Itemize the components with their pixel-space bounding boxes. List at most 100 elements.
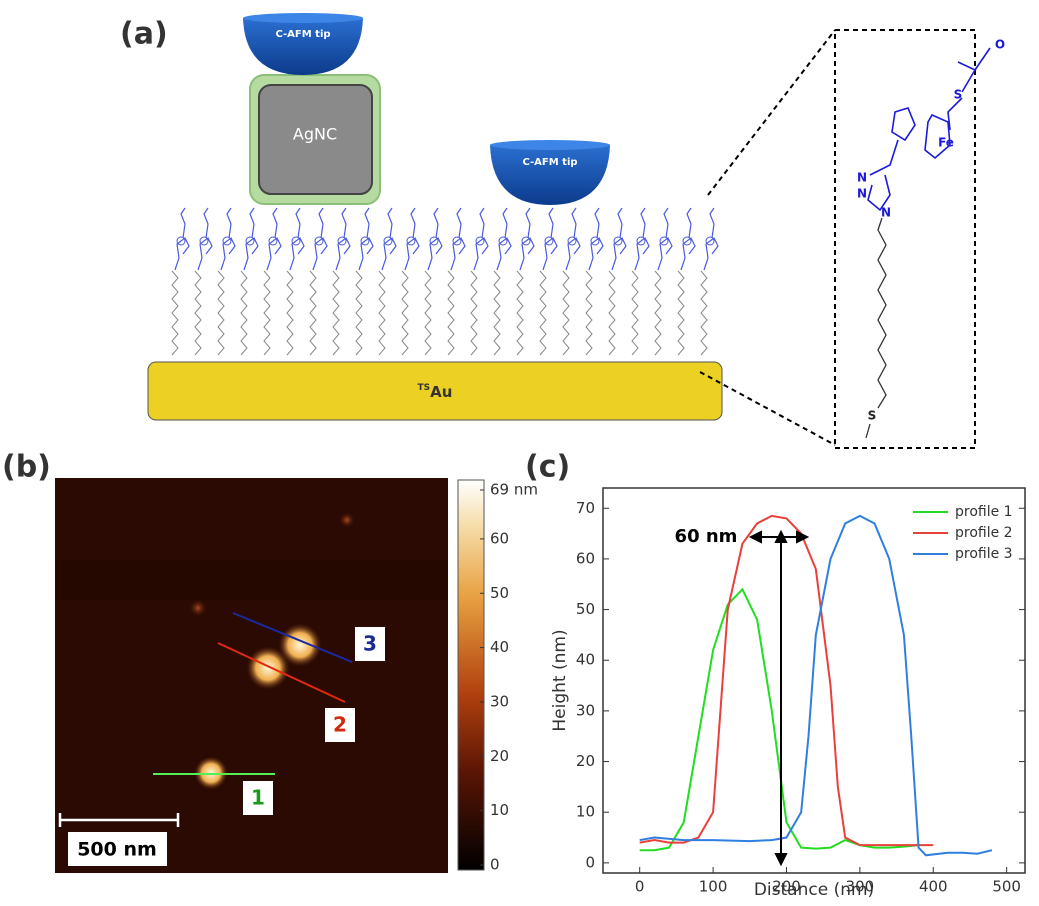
chain — [700, 270, 708, 356]
profile-label: 2 — [333, 713, 347, 737]
head-ring — [659, 236, 669, 246]
molecule-head — [867, 47, 991, 212]
chain — [516, 270, 524, 356]
legend-label: profile 3 — [955, 546, 1013, 562]
head-ring — [245, 236, 255, 246]
colorbar-ticks: 0 10 20 30 40 50 60 69 nm — [480, 481, 538, 874]
head-group — [634, 207, 650, 271]
substrate-label: TSAu — [418, 383, 453, 401]
y-tick-label: 0 — [585, 853, 595, 871]
chain — [401, 270, 409, 356]
chain — [378, 270, 386, 356]
atom-label: S — [954, 88, 963, 102]
head-ring — [521, 236, 531, 246]
panel-label: (c) — [525, 450, 570, 485]
label-box — [355, 627, 385, 661]
chain — [332, 270, 340, 356]
head-group — [680, 207, 696, 271]
head-ring — [682, 236, 692, 246]
label-box — [243, 781, 273, 815]
y-tick-label: 30 — [576, 701, 595, 719]
chain — [631, 270, 639, 356]
particle — [339, 512, 355, 528]
particle — [189, 599, 207, 617]
substrate — [147, 361, 723, 421]
colorbar — [457, 479, 485, 871]
atom-label: N — [881, 206, 891, 220]
chain — [217, 270, 225, 356]
chain — [562, 270, 570, 356]
colorbar-tick-label: 50 — [490, 584, 509, 602]
y-tick-label: 60 — [576, 549, 595, 567]
afm-tip — [490, 145, 610, 205]
chain — [539, 270, 547, 356]
atom-label: O — [995, 38, 1005, 52]
head-ring — [314, 236, 324, 246]
chain — [263, 270, 271, 356]
y-axis-label: Height (nm) — [550, 629, 570, 731]
head-group — [588, 207, 604, 271]
head-ring — [544, 236, 554, 246]
colorbar-tick-label: 0 — [490, 856, 500, 874]
head-ring — [406, 236, 416, 246]
atom-label: N — [857, 187, 867, 201]
colorbar-tick-label: 40 — [490, 638, 509, 656]
zoom-line — [699, 371, 836, 446]
colorbar-tick-label: 20 — [490, 747, 509, 765]
head-group — [565, 207, 581, 271]
head-ring — [613, 236, 623, 246]
atom-label: S — [868, 409, 877, 423]
particle — [278, 623, 322, 667]
profile-line — [217, 642, 346, 703]
chain — [194, 270, 202, 356]
head-ring — [498, 236, 508, 246]
element: Au — [430, 383, 452, 401]
head-group — [335, 207, 351, 271]
scale-bar-label: 500 nm — [77, 839, 157, 861]
head-ring — [636, 236, 646, 246]
chain — [470, 270, 478, 356]
chain — [677, 270, 685, 356]
x-tick-label: 0 — [635, 878, 645, 896]
head-ring — [360, 236, 370, 246]
chain — [654, 270, 662, 356]
head-ring — [567, 236, 577, 246]
chain — [355, 270, 363, 356]
atom-label: Fe — [938, 136, 954, 150]
head-ring — [176, 236, 186, 246]
head-group — [266, 207, 282, 271]
y-tick-label: 20 — [576, 752, 595, 770]
plot-frame — [602, 487, 1026, 874]
head-group — [450, 207, 466, 271]
head-group — [473, 207, 489, 271]
x-tick-label: 100 — [699, 878, 728, 896]
afm-tip-top — [490, 140, 610, 150]
colorbar-tick-label: 30 — [490, 692, 509, 710]
head-ring — [705, 236, 715, 246]
particle — [246, 646, 290, 690]
zoom-line — [707, 29, 836, 196]
monolayer — [171, 207, 719, 356]
head-group — [519, 207, 535, 271]
afm-tip-top — [243, 13, 363, 23]
chain — [447, 270, 455, 356]
afm-texture — [55, 560, 448, 600]
panel-label: (b) — [2, 450, 51, 485]
chain — [493, 270, 501, 356]
head-group — [243, 207, 259, 271]
head-ring — [383, 236, 393, 246]
chain — [286, 270, 294, 356]
profile-label: 1 — [251, 786, 265, 810]
y-tick-label: 10 — [576, 803, 595, 821]
x-tick-label: 300 — [846, 878, 875, 896]
tip-label: C-AFM tip — [275, 29, 330, 40]
head-ring — [199, 236, 209, 246]
head-ring — [429, 236, 439, 246]
chain — [309, 270, 317, 356]
head-ring — [452, 236, 462, 246]
x-tick-label: 400 — [919, 878, 948, 896]
bond — [865, 423, 871, 439]
profile-label: 3 — [363, 632, 377, 656]
head-group — [611, 207, 627, 271]
